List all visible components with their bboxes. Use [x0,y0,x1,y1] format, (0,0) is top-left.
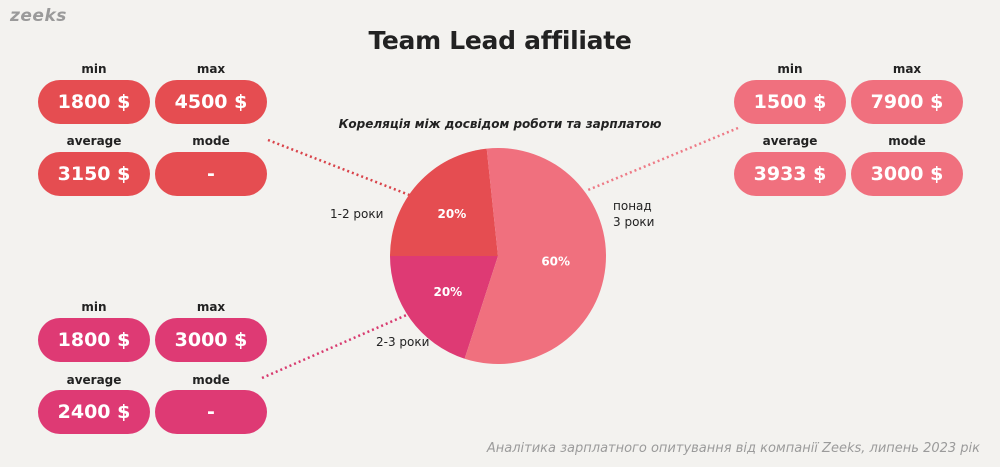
mode-value-pill: - [155,152,267,196]
chart-title: Team Lead affiliate [368,26,632,55]
min-value-pill: 1800 $ [38,318,150,362]
max-value-pill: 7900 $ [851,80,963,124]
max-label: max [196,300,226,314]
average-value-pill: 3150 $ [38,152,150,196]
mode-value-pill: 3000 $ [851,152,963,196]
average-value-pill: 3933 $ [734,152,846,196]
min-label: min [81,300,107,314]
max-label: max [196,62,226,76]
pie-slice [390,148,498,256]
mode-value-pill: - [155,390,267,434]
label-over-3-years-line2: 3 роки [613,215,655,229]
pie-slice-value-label: 20% [433,285,462,299]
pie-slice [464,148,606,364]
max-value-pill: 3000 $ [155,318,267,362]
label-over-3-years-line1: понад [613,199,652,213]
average-label: average [762,134,818,148]
pie-slice-value-label: 20% [438,207,467,221]
pie-slice [390,256,498,359]
pie-slice-value-label: 60% [541,255,570,269]
average-label: average [66,373,122,387]
mode-label: mode [192,373,230,387]
max-label: max [892,62,922,76]
mode-label: mode [192,134,230,148]
footer-note: Аналітика зарплатного опитування від ком… [486,441,980,456]
min-value-pill: 1500 $ [734,80,846,124]
pie-slice-labels: 20% 20% 60% [433,207,570,299]
connector-line [267,138,413,198]
chart-subtitle: Кореляція між досвідом роботи та зарплат… [338,117,662,131]
connector-lines [261,126,739,380]
min-label: min [81,62,107,76]
average-value-pill: 2400 $ [38,390,150,434]
connector-line [261,308,419,380]
max-value-pill: 4500 $ [155,80,267,124]
connector-line [587,126,739,192]
label-over-3-years: понад 3 роки [613,198,654,230]
average-label: average [66,134,122,148]
mode-label: mode [888,134,926,148]
pie-slices [390,148,606,364]
min-label: min [777,62,803,76]
brand-logo: zeeks [10,6,67,26]
label-1-2-years: 1-2 роки [330,207,384,221]
label-2-3-years: 2-3 роки [376,335,430,349]
min-value-pill: 1800 $ [38,80,150,124]
